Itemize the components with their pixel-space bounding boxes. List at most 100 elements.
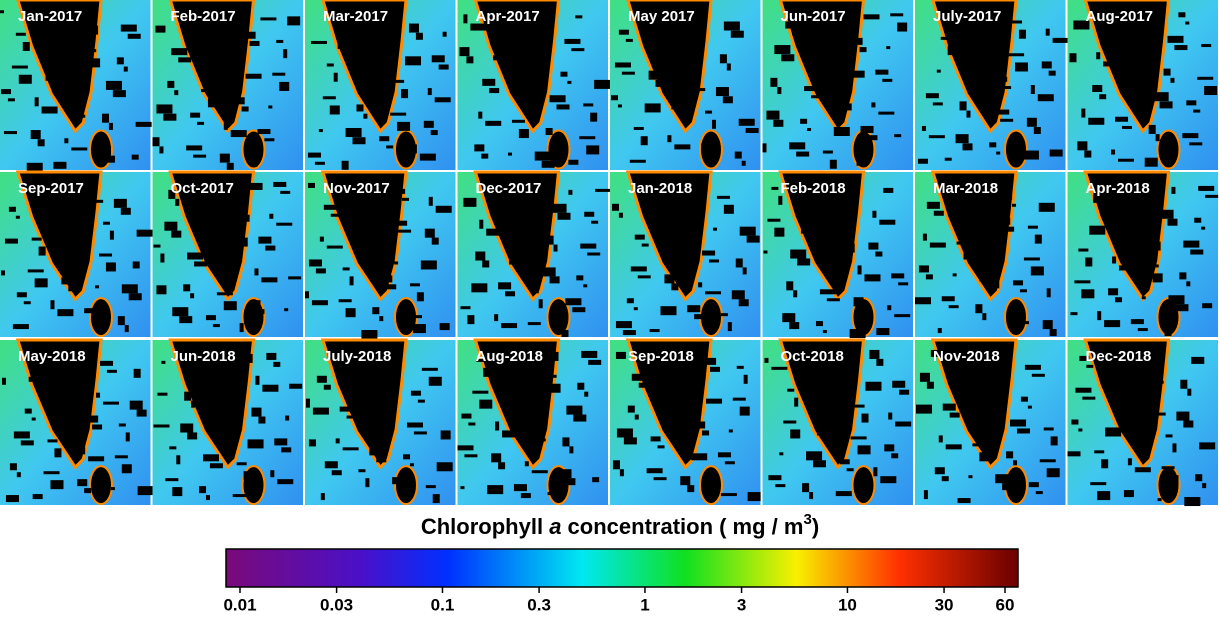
cloud-gap [837, 94, 848, 104]
land [15, 338, 103, 470]
cloud-gap [81, 447, 86, 455]
cloud-gap [633, 126, 644, 130]
cloud-gap [746, 235, 760, 243]
cloud-gap [1171, 186, 1176, 194]
cloud-gap [1002, 483, 1016, 491]
cloud-gap [1008, 53, 1025, 57]
cloud-gap [892, 380, 906, 388]
cloud-gap [318, 129, 323, 133]
cloud-gap [57, 309, 74, 317]
cloud-gap [432, 494, 440, 504]
cloud-gap [1116, 404, 1124, 412]
map-panel: May 2017 [610, 0, 761, 170]
cloud-gap [1199, 442, 1216, 450]
cloud-gap [72, 254, 89, 260]
cloud-gap [1183, 240, 1200, 248]
cloud-gap [827, 405, 841, 411]
map-panel: May-2018 [0, 338, 154, 506]
cloud-gap [379, 136, 390, 142]
cloud-gap [1179, 272, 1187, 280]
panel-label: Apr-2017 [476, 8, 540, 25]
cloud-gap [830, 266, 838, 270]
cloud-gap [716, 195, 730, 199]
cloud-gap [806, 451, 823, 461]
cloud-gap [243, 471, 251, 481]
cloud-gap [483, 367, 491, 377]
cloud-gap [26, 162, 43, 172]
cloud-gap [209, 463, 223, 469]
cloud-gap [165, 478, 179, 482]
cloud-gap [944, 187, 961, 191]
cloud-gap [915, 297, 931, 305]
cloud-gap [273, 181, 287, 187]
cloud-gap [1113, 363, 1118, 373]
cloud-gap [676, 358, 693, 368]
cloud-gap [481, 153, 489, 159]
cloud-gap [1195, 474, 1203, 482]
cloud-gap [698, 282, 703, 288]
cloud-gap [410, 390, 421, 396]
cloud-gap [998, 365, 1003, 373]
cloud-gap [1070, 312, 1078, 316]
cloud-gap [428, 196, 433, 206]
cloud-gap [703, 357, 717, 365]
cloud-gap [375, 15, 392, 21]
cloud-gap [1160, 209, 1174, 219]
cloud-gap [76, 222, 87, 228]
cloud-gap [1191, 356, 1205, 364]
cloud-gap [11, 65, 28, 69]
cloud-gap [552, 137, 557, 143]
cloud-gap [796, 151, 810, 157]
cloud-gap [1085, 257, 1093, 267]
cloud-gap [413, 431, 427, 435]
cloud-gap [846, 468, 854, 472]
cloud-gap [738, 299, 749, 307]
cloud-gap [964, 357, 975, 361]
cloud-gap [188, 359, 205, 369]
cloud-gap [522, 96, 527, 106]
cloud-gap [493, 55, 498, 61]
cloud-gap [1082, 396, 1096, 400]
land [930, 170, 1018, 302]
cloud-gap [562, 437, 570, 447]
cloud-gap [974, 45, 982, 53]
cloud-gap [708, 152, 719, 162]
cloud-gap [320, 493, 325, 501]
cloud-gap [774, 227, 785, 237]
cloud-gap [217, 399, 234, 405]
cloud-gap [245, 73, 262, 79]
cloud-gap [618, 212, 623, 218]
cloud-gap [123, 66, 128, 72]
cloud-gap [31, 417, 36, 421]
cloud-gap [1152, 92, 1169, 102]
cloud-gap [627, 405, 635, 413]
cloud-gap [659, 47, 676, 55]
cloud-gap [618, 29, 629, 35]
cloud-gap [1075, 387, 1092, 393]
cloud-gap [583, 103, 594, 107]
cloud-gap [527, 322, 541, 326]
cloud-gap [679, 219, 690, 227]
cloud-gap [875, 251, 883, 257]
cloud-gap [1176, 411, 1190, 421]
cloud-gap [232, 494, 249, 498]
cloud-gap [976, 411, 984, 415]
sri-lanka [698, 129, 723, 170]
cloud-gap [475, 251, 486, 261]
cloud-gap [539, 406, 544, 410]
cloud-gap [1121, 125, 1132, 129]
cloud-gap [841, 61, 846, 71]
sri-lanka [851, 465, 876, 506]
cloud-gap [431, 237, 439, 245]
cloud-gap [113, 198, 127, 208]
cloud-gap [890, 13, 904, 17]
cloud-gap [54, 448, 62, 458]
cloud-gap [876, 358, 884, 366]
cloud-gap [395, 368, 400, 374]
cloud-gap [682, 78, 687, 84]
cloud-gap [1097, 311, 1102, 321]
cloud-gap [1182, 133, 1199, 139]
cloud-gap [675, 251, 692, 259]
cloud-gap [811, 95, 825, 99]
cloud-gap [622, 330, 636, 336]
